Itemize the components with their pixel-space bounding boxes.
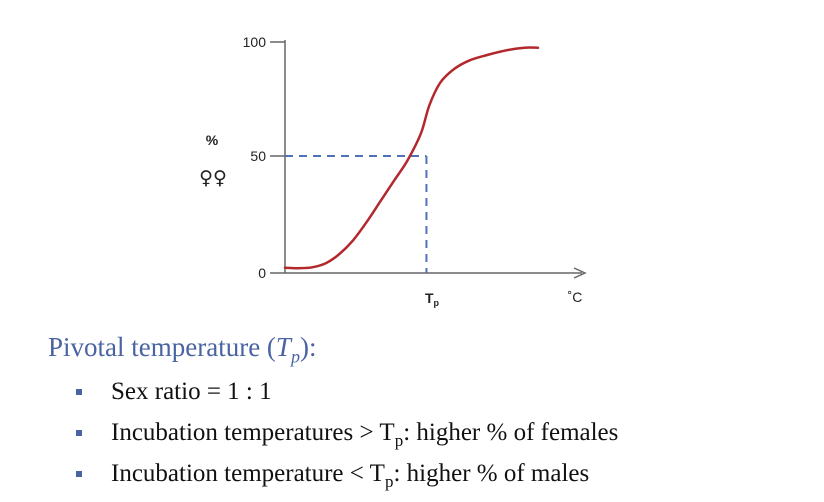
bullet-marker <box>76 430 82 437</box>
bullet-item: Sex ratio = 1 : 1 <box>48 375 818 416</box>
female-symbol-icon: ♀♀ <box>199 167 227 189</box>
bullet-marker <box>76 471 82 478</box>
x-axis-arrowhead <box>573 267 587 279</box>
tp-marker-label: Tp <box>425 290 440 308</box>
notes-heading: Pivotal temperature (Tp): <box>48 332 317 367</box>
bullet-item: Incubation temperatures > Tp: higher % o… <box>48 416 818 457</box>
bullet-marker <box>76 389 82 396</box>
sigmoid-chart: 0 50 100 % ♀♀ Tp ˚C <box>199 34 587 308</box>
series-line <box>283 46 540 270</box>
y-axis-label: % <box>206 132 219 148</box>
bullet-item: Incubation temperature < Tp: higher % of… <box>48 457 818 498</box>
y-tick-label: 50 <box>250 148 266 164</box>
notes-section: Pivotal temperature (Tp): Sex ratio = 1 … <box>48 330 818 498</box>
bullet-list: Sex ratio = 1 : 1 Incubation temperature… <box>48 375 818 498</box>
x-axis-unit: ˚C <box>568 289 583 305</box>
y-tick-label: 0 <box>258 265 266 281</box>
y-tick-label: 100 <box>243 34 267 50</box>
